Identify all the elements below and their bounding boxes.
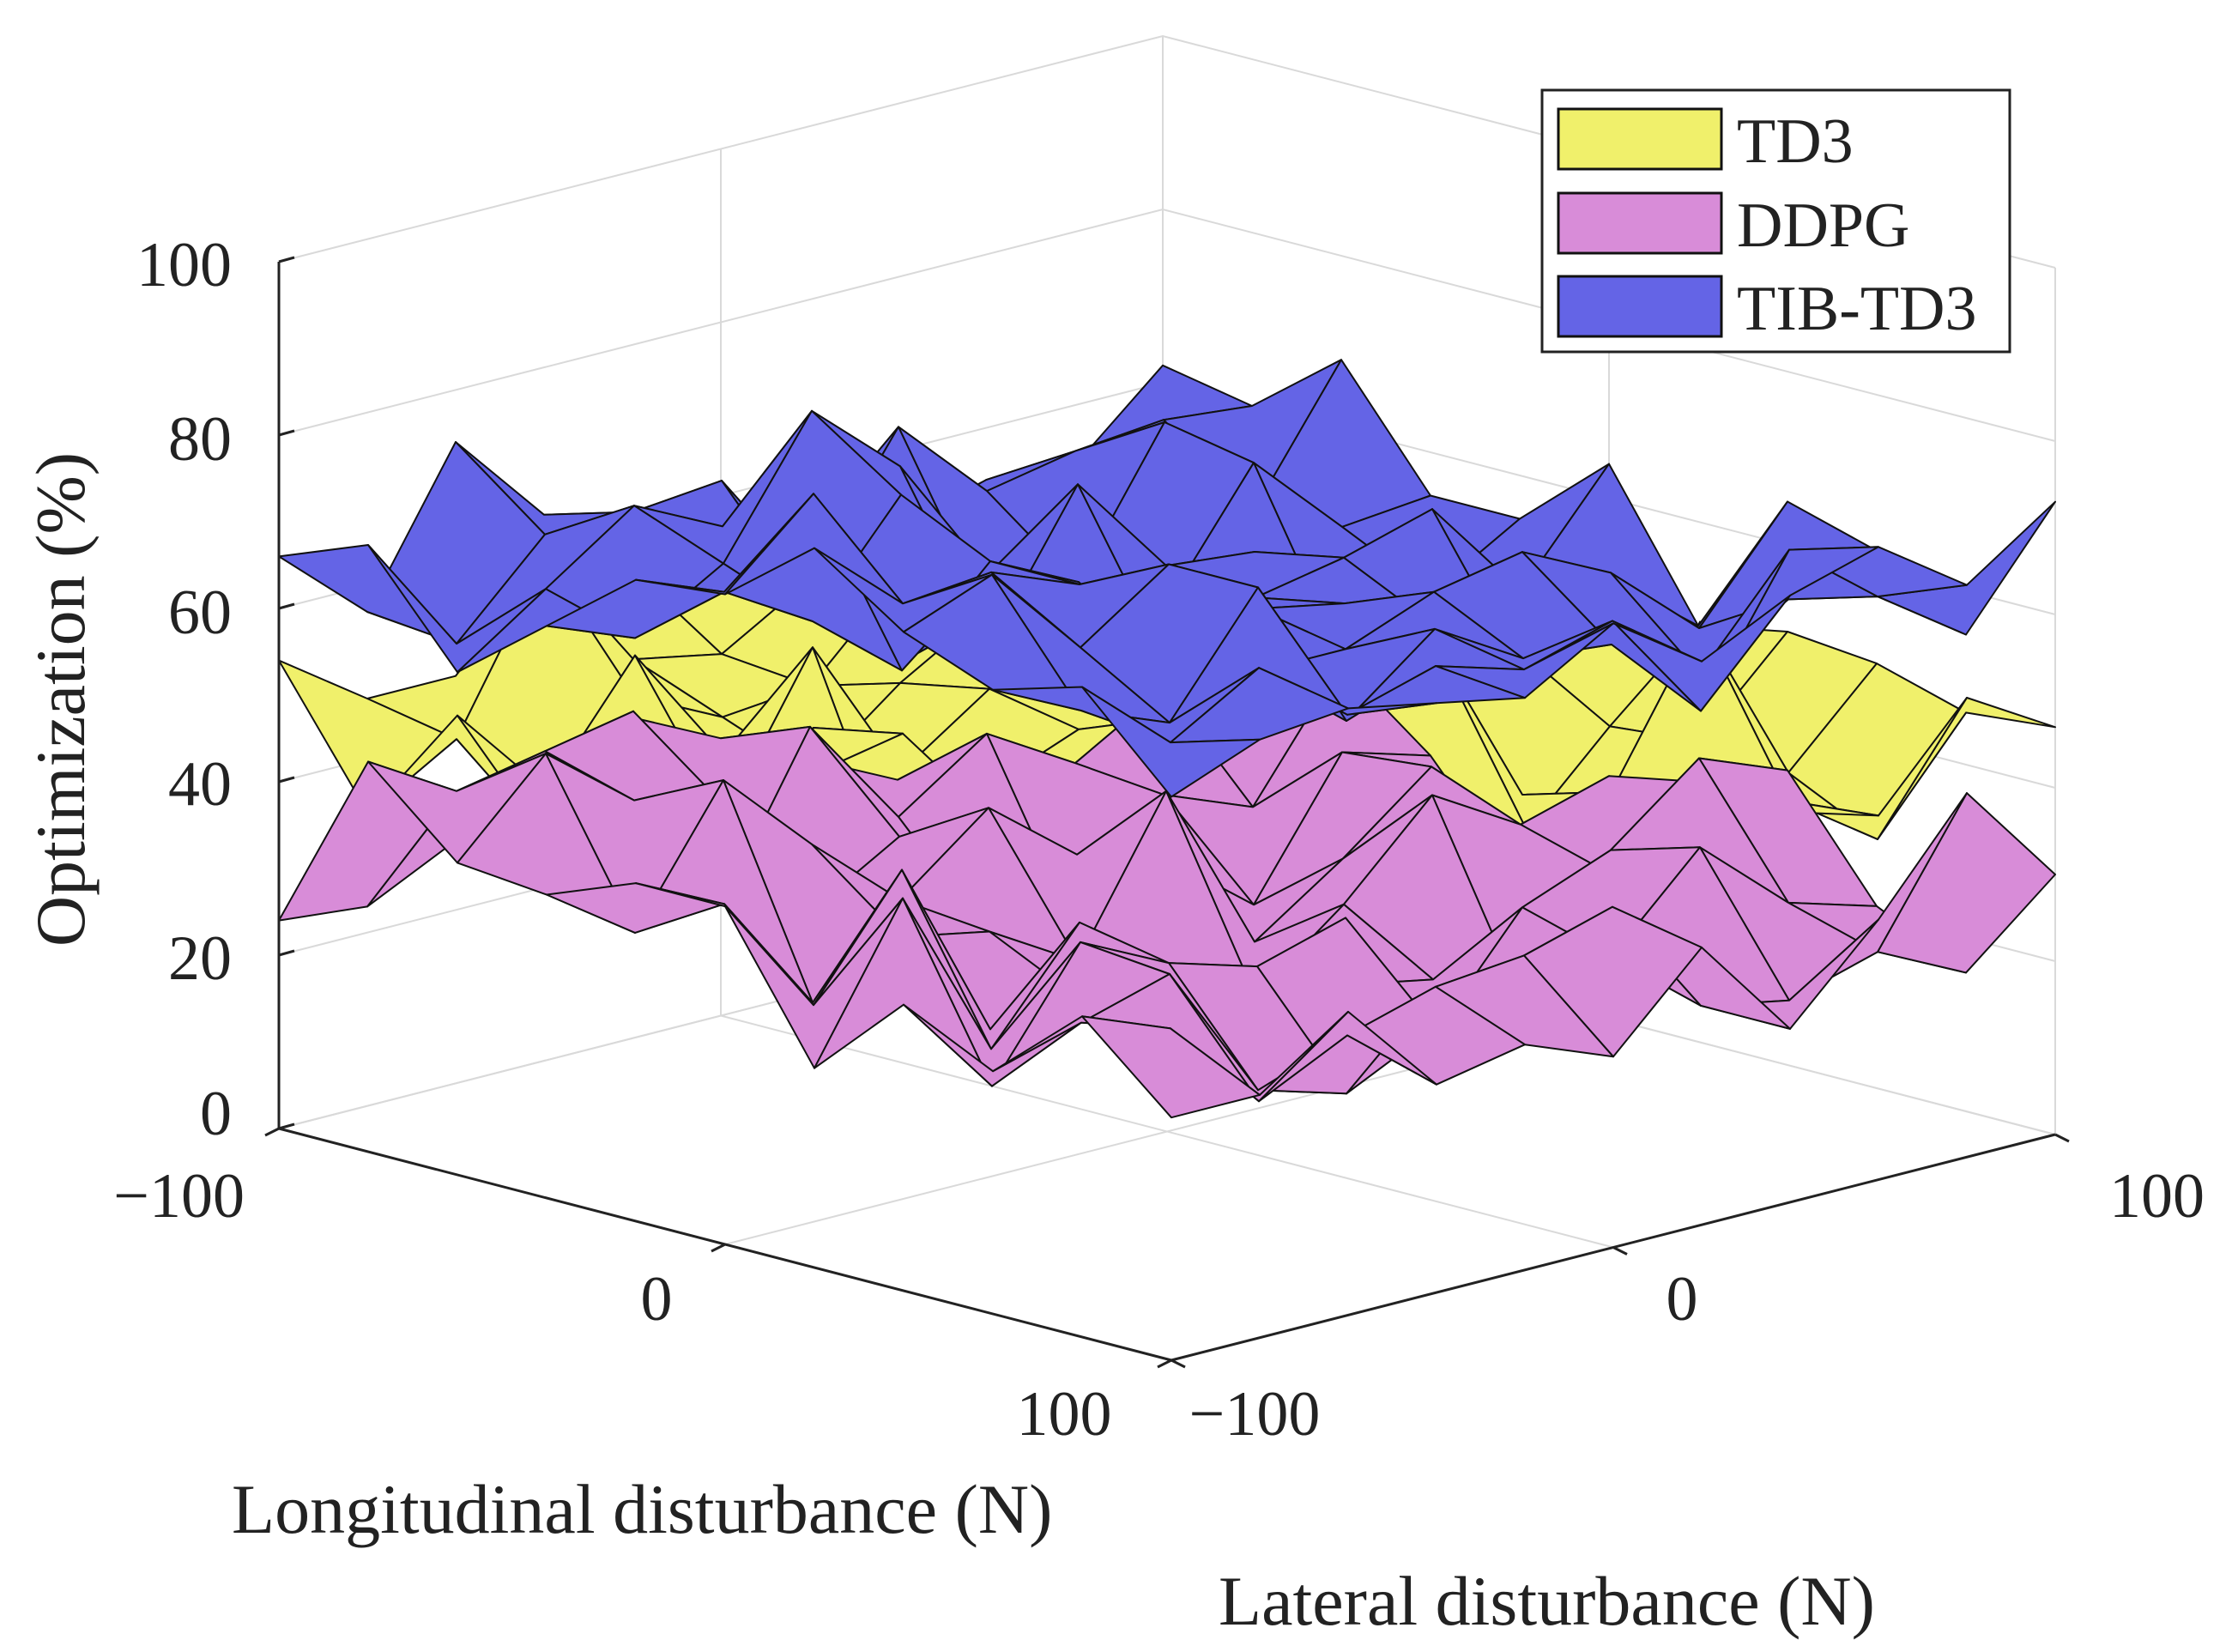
z-axis-label: Optimization (%) (21, 452, 100, 947)
surface-ddpg (278, 596, 2056, 1119)
legend: TD3 DDPG TIB-TD3 (1540, 88, 2011, 354)
z-tick-20: 20 (168, 923, 232, 994)
surface-tib-td3 (278, 359, 2056, 798)
z-tick-mark (278, 1123, 295, 1130)
legend-swatch-ddpg (1557, 191, 1723, 255)
z-tick-mark (278, 949, 295, 957)
x-tick-mark (264, 1127, 280, 1137)
x-tick-mark (711, 1243, 726, 1253)
y-tick-100: 100 (2109, 1161, 2205, 1231)
x-tick-0: 0 (641, 1264, 673, 1334)
surface-patch-ddpg (1081, 1015, 1261, 1119)
y-gridline-floor (720, 1014, 1614, 1249)
y-tick-mark (2054, 1133, 2070, 1143)
y-tick-mark (1170, 1359, 1186, 1369)
x-tick-mark (1157, 1359, 1172, 1369)
legend-swatch-td3 (1557, 107, 1723, 171)
legend-label-td3: TD3 (1737, 106, 1854, 177)
y-tick-mark (1612, 1246, 1628, 1256)
legend-swatch-tib-td3 (1557, 275, 1723, 338)
z-tick-100: 100 (136, 230, 232, 300)
surface-layer (278, 359, 2056, 1119)
z-tick-mark (278, 256, 295, 263)
z-tick-80: 80 (168, 404, 232, 475)
y-tick-0: 0 (1666, 1264, 1698, 1334)
x-tick-neg100: −100 (113, 1161, 245, 1231)
z-tick-60: 60 (168, 578, 232, 648)
z-tick-0: 0 (200, 1079, 232, 1149)
z-tick-mark (278, 429, 295, 437)
z-tick-mark (278, 776, 295, 784)
x-tick-100: 100 (1017, 1379, 1112, 1449)
axis-layer (264, 256, 2070, 1369)
z-tick-40: 40 (168, 749, 232, 820)
y-tick-neg100: −100 (1189, 1379, 1321, 1449)
y-axis-label: Lateral disturbance (N) (1219, 1562, 1875, 1640)
surface-patch-tib-td3 (1081, 686, 1261, 798)
x-axis-label: Longitudinal disturbance (N) (232, 1470, 1052, 1548)
legend-label-tib-td3: TIB-TD3 (1737, 274, 1977, 344)
legend-label-ddpg: DDPG (1737, 191, 1909, 261)
z-tick-mark (278, 602, 295, 610)
